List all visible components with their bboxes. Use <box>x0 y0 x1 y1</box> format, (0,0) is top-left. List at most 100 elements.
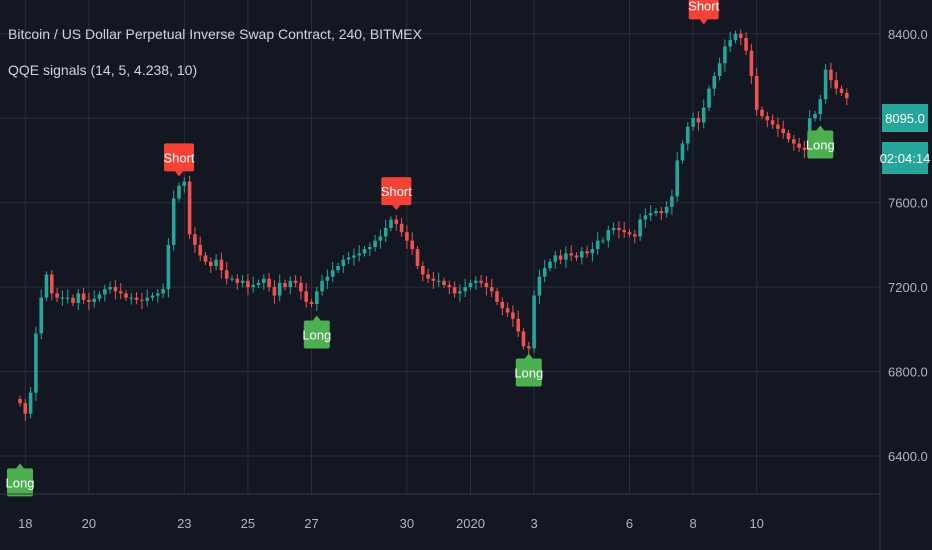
candle <box>542 259 547 283</box>
candle <box>288 276 293 295</box>
candle <box>325 269 330 290</box>
candle <box>55 287 59 303</box>
candle <box>818 94 823 121</box>
candle <box>500 297 505 316</box>
candle-body <box>166 244 171 290</box>
candle <box>341 255 346 273</box>
candle <box>421 261 425 282</box>
candle <box>18 395 22 407</box>
candle-body <box>320 280 324 292</box>
time-tick-label: 6 <box>626 516 633 531</box>
candle-body <box>426 274 430 279</box>
candle-body <box>246 280 250 288</box>
candle-body <box>341 259 346 266</box>
candle <box>44 271 49 301</box>
time-tick-label: 2020 <box>456 516 485 531</box>
candle-body <box>288 280 293 288</box>
candle-body <box>664 206 669 214</box>
candle <box>553 251 558 269</box>
candle-body <box>468 282 473 288</box>
candle-body <box>103 289 107 295</box>
candle-body <box>744 38 748 51</box>
candle-body <box>786 133 791 140</box>
candle <box>447 280 452 295</box>
candle <box>140 292 144 310</box>
price-tick-label: 6800.0 <box>888 365 928 380</box>
candle-body <box>378 236 383 241</box>
candle <box>293 275 298 288</box>
candle-body <box>262 278 266 283</box>
candle-body <box>670 196 674 207</box>
candle-body <box>505 308 510 313</box>
candle-body <box>150 295 155 298</box>
candle <box>765 111 770 128</box>
candle-body <box>739 33 743 38</box>
candle-body <box>251 285 255 288</box>
candle <box>792 134 796 151</box>
candle-body <box>267 278 271 288</box>
indicator-legend[interactable]: QQE signals (14, 5, 4.238, 10) <box>8 62 198 78</box>
candle <box>277 274 282 302</box>
candle-body <box>558 255 563 260</box>
candle-countdown-tag: 02:04:14 <box>880 142 930 174</box>
candle-body <box>580 251 584 258</box>
candle <box>187 175 192 239</box>
candle-body <box>71 297 75 303</box>
candle <box>701 99 706 129</box>
candle-body <box>585 251 589 254</box>
candle-body <box>230 278 234 280</box>
candle-body <box>410 240 414 250</box>
time-axis[interactable]: 18 20 23 25 27 30 2020 3 6 8 10 <box>18 516 764 531</box>
signal-label: Long <box>6 475 35 490</box>
candle-body <box>659 211 664 214</box>
candle-body <box>452 287 457 294</box>
candle <box>527 341 531 356</box>
candle <box>548 258 552 272</box>
candle <box>118 283 123 300</box>
candle-body <box>723 46 727 64</box>
candle-body <box>421 266 425 275</box>
candle-body <box>187 181 192 235</box>
signals: Long Short Long Short Long Short Long <box>6 0 835 497</box>
candle <box>87 292 91 311</box>
time-tick-label: 10 <box>749 516 763 531</box>
candle-body <box>18 399 22 404</box>
candle <box>569 245 573 262</box>
candle-body <box>760 109 764 117</box>
candle-body <box>346 257 351 260</box>
candle <box>330 261 335 283</box>
candle-body <box>797 143 801 148</box>
candle <box>426 268 430 284</box>
signal-box <box>7 468 33 497</box>
candle-body <box>484 282 489 288</box>
candle <box>304 283 308 308</box>
candle-body <box>611 228 616 231</box>
candle-body <box>97 294 102 299</box>
candle-body <box>781 128 785 133</box>
candle-body <box>235 278 240 283</box>
short-signal: Short <box>381 177 412 211</box>
candle-body <box>675 160 679 197</box>
candle-body <box>325 276 330 281</box>
candle <box>166 237 171 298</box>
candle <box>754 67 759 116</box>
candle <box>134 291 139 305</box>
price-tick-label: 7600.0 <box>888 196 928 211</box>
candle <box>193 227 197 254</box>
candle-body <box>654 211 658 214</box>
candle-body <box>415 249 420 266</box>
candle <box>320 275 324 296</box>
candle-body <box>707 88 711 108</box>
signal-pointer <box>312 315 321 321</box>
candle <box>129 293 134 305</box>
candle-body <box>399 223 404 233</box>
candle <box>431 271 436 290</box>
candle <box>113 280 118 300</box>
candle <box>680 140 685 164</box>
candle-body <box>124 293 128 298</box>
candle <box>309 298 314 308</box>
candle-body <box>156 293 160 296</box>
candle <box>717 57 722 81</box>
